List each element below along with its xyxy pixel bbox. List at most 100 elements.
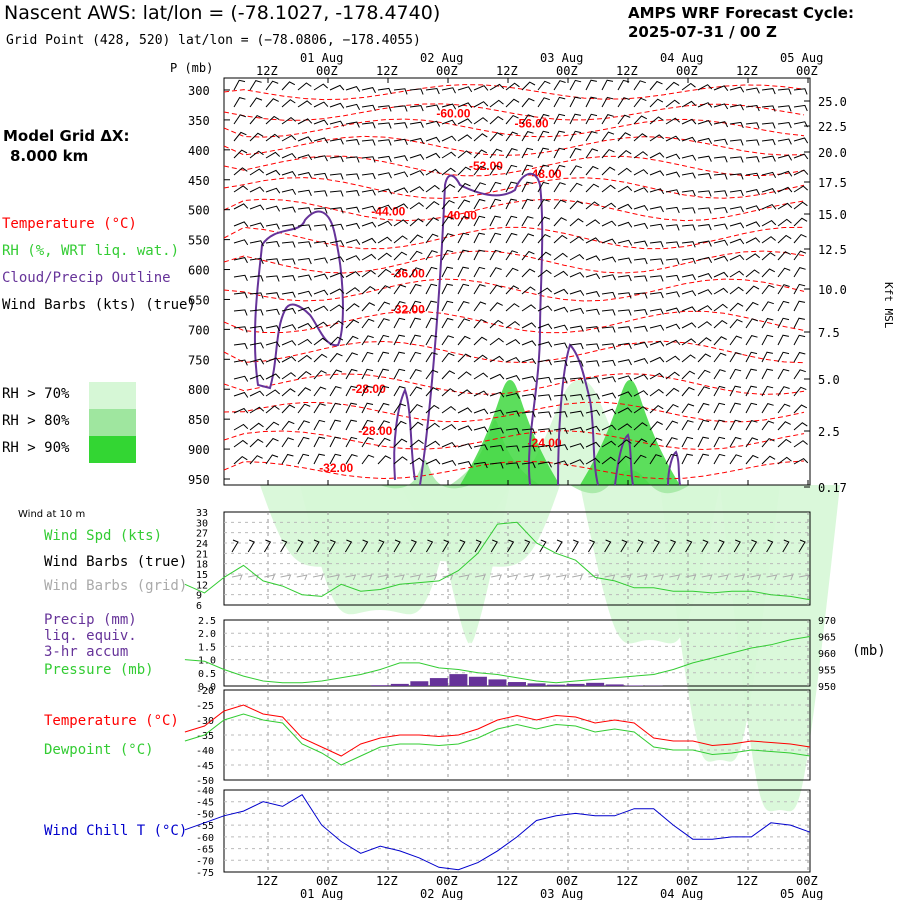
wind-barb [521,114,535,125]
wind-barb [649,258,664,265]
wind-barb [409,234,424,244]
wind-barb [377,172,392,179]
wind-barb-true [523,539,531,553]
wind-barb [601,79,614,91]
wind-barb-grid [264,574,276,581]
wind-barb [329,190,344,197]
wind-barb [393,438,408,448]
wind-panel-frame [223,511,811,606]
wind-barb [745,221,761,227]
wind-barb [697,207,712,214]
top-hour-label: 00Z [436,64,458,78]
wind-barb-grid [361,574,373,581]
wind-barb [585,343,600,350]
wind-barb [281,134,297,142]
wind-barb [329,120,345,127]
wind-barb [649,324,665,331]
wind-barb [601,326,616,333]
wind-barb [569,307,585,314]
bottom-date-label: 03 Aug [540,887,583,900]
wind-barb-grid [410,574,422,581]
wind-barb-grid [458,574,470,581]
wind-barb [521,97,535,108]
wind-barb [377,139,392,146]
rh80-swatch [89,409,136,436]
wind-barb [297,453,310,465]
precip-bar [488,679,507,686]
wind-barb [441,441,457,448]
wind-barb [457,166,472,176]
wind-barb [249,438,264,448]
wind-chill-panel-frame [223,789,811,873]
wind-barb [729,104,744,111]
wind-speed-line [184,521,811,601]
wind-barb [409,421,424,431]
wind-barb-grid [701,574,713,581]
wind-barb [665,437,678,448]
cloud-outline-path [614,433,634,486]
pressure-tick-label: 750 [188,353,210,367]
wind-barb [473,318,487,329]
bottom-hour-label: 00Z [436,874,458,888]
height-tick-label: 2.5 [818,425,840,439]
wind-barb [537,305,553,312]
wind-barb [729,86,745,93]
wind-barb [233,79,246,91]
wind-barb [441,283,453,295]
wind-barb [521,81,536,91]
wind-barb [505,181,518,193]
wind-barb-true [604,539,612,553]
wind-barb [249,97,263,108]
wind-barb [489,444,504,452]
wind-barb [281,324,297,330]
wind-barb [377,122,392,129]
height-tick-label: 12.5 [818,243,847,257]
wind-barb [505,375,521,381]
temperature-contour-label: -44.00 [371,204,405,218]
wind-barb [793,201,808,210]
wind-barb [361,402,374,414]
wind-barb [537,80,551,91]
wind-barb [377,437,391,448]
wind-barb [601,309,616,316]
wind-barb [505,198,517,210]
wind-barb [329,207,344,214]
wind-barb [665,153,681,160]
pressure-right-tick: 955 [818,666,836,677]
wind-barb-true [636,539,644,553]
height-tick-label: 15.0 [818,208,847,222]
wind-barb [473,165,487,176]
wind-barb [793,233,807,244]
pressure-tick-label: 450 [188,174,210,188]
wind-barb [793,185,809,193]
wind-barb [697,369,711,380]
wind-barb [521,445,536,452]
wind-barb [233,423,249,431]
bottom-hour-label: 12Z [616,874,638,888]
wind-barb [633,325,648,332]
wind-barb [617,375,633,382]
pressure-tick-label: 550 [188,234,210,248]
wind-barb [457,301,470,312]
wind-barb [681,118,697,125]
wind-barb [441,216,455,227]
wind-barb [329,240,345,247]
wind-barb [537,444,552,452]
wind-barb [729,156,744,163]
wind-barb [681,386,695,397]
wind-barb [313,257,328,264]
wind-barb [729,222,745,229]
dewpoint-line [184,713,811,766]
wind-barb [569,236,584,244]
wind-barb [409,88,424,95]
wind-barb [457,182,471,193]
wind-barb [681,354,696,363]
wind-barb [473,133,488,142]
bottom-hour-label: 12Z [376,874,398,888]
bottom-hour-label: 12Z [256,874,278,888]
dewpoint-label: Dewpoint (°C) [44,742,154,758]
wind-barb [537,147,549,159]
wind-barb [681,241,696,248]
temperature-contour [223,340,805,364]
wind-barb [665,274,680,282]
